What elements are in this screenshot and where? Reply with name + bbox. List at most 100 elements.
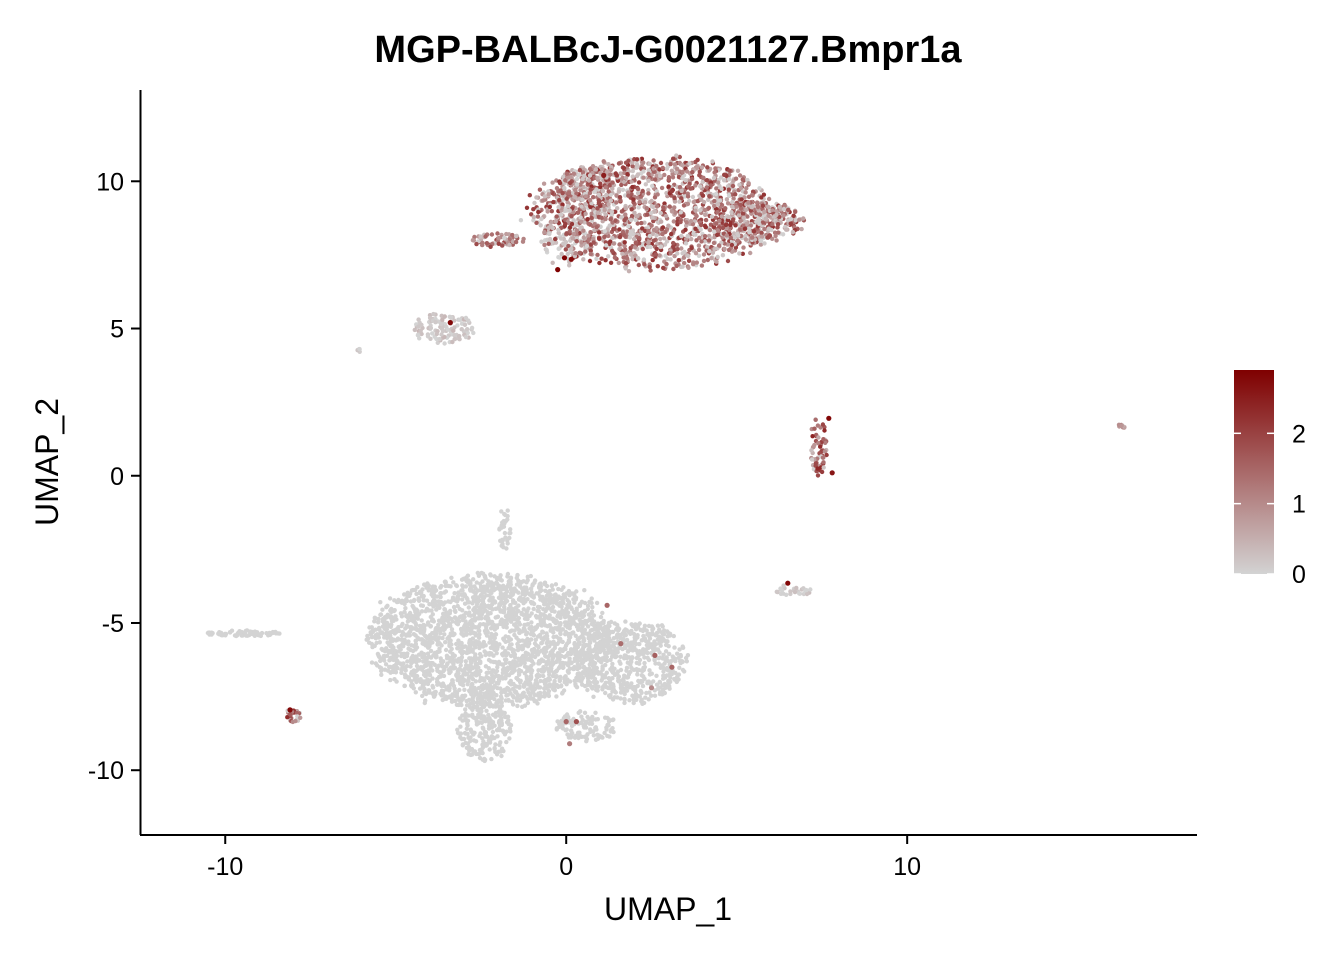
cell-point [436, 622, 441, 627]
cell-point [402, 672, 408, 677]
cell-point [585, 687, 590, 693]
cell-point [514, 582, 520, 587]
cell-point [411, 659, 416, 664]
cell-point [726, 247, 732, 253]
cell-point [463, 707, 468, 712]
cell-point [733, 176, 739, 181]
cell-point [631, 685, 637, 690]
cell-point [694, 213, 699, 219]
cell-point [484, 708, 489, 713]
cell-point [378, 630, 383, 636]
cell-point [401, 631, 407, 637]
cell-point [420, 587, 425, 592]
cell-point [515, 703, 520, 709]
cell-point [479, 750, 484, 755]
cell-point [414, 663, 420, 669]
cell-point [661, 636, 666, 642]
cell-point [465, 327, 470, 332]
cell-point [497, 742, 502, 748]
cell-point [483, 234, 488, 239]
cell-point [485, 687, 491, 692]
cell-point [518, 629, 524, 634]
cell-point [622, 218, 627, 223]
cell-point [620, 187, 626, 192]
cell-point [428, 655, 434, 660]
cell-point [668, 257, 673, 262]
cell-point [644, 647, 649, 652]
cell-point [492, 745, 497, 751]
cell-point [606, 631, 611, 636]
cell-point [242, 630, 248, 636]
cell-point [588, 658, 593, 663]
cell-point [610, 650, 615, 655]
cell-point [643, 182, 648, 187]
cell-point [402, 651, 407, 657]
cell-point [624, 665, 630, 670]
cell-point [475, 704, 480, 709]
cell-point [477, 632, 482, 637]
cell-point [577, 649, 583, 655]
cell-point [528, 586, 534, 591]
cell-point [551, 634, 556, 640]
cell-point [630, 655, 635, 661]
cell-point [408, 664, 413, 669]
cell-point [592, 638, 597, 643]
cell-point [578, 619, 583, 624]
cell-point [500, 243, 505, 248]
cell-point [537, 696, 542, 701]
cell-point [582, 734, 587, 739]
cell-point [507, 722, 512, 727]
cell-point [574, 239, 579, 244]
cell-point [480, 725, 485, 730]
cell-point [595, 736, 601, 741]
cell-point [505, 617, 510, 623]
cell-point [443, 616, 448, 621]
cell-point [587, 644, 592, 649]
cell-point [586, 653, 591, 658]
cell-point [448, 649, 453, 654]
cell-point [700, 193, 706, 198]
cell-point [456, 590, 461, 595]
cell-point [571, 171, 577, 176]
cell-point [383, 623, 389, 629]
cell-point [593, 725, 598, 730]
cell-point [504, 231, 509, 237]
cell-point [435, 649, 441, 655]
cell-point [804, 591, 810, 597]
cell-point [457, 333, 462, 339]
cell-point [502, 530, 508, 536]
cell-point [494, 625, 500, 630]
cell-point [706, 205, 712, 211]
cell-point [701, 175, 706, 180]
cell-point [587, 166, 593, 172]
cell-point [556, 227, 561, 233]
cell-point [389, 669, 395, 674]
cell-point [422, 663, 427, 669]
cell-point [627, 698, 632, 703]
cell-point [680, 264, 685, 269]
cell-point [520, 643, 525, 649]
cell-point [472, 671, 478, 676]
cell-point [516, 644, 521, 649]
cell-point [372, 615, 377, 620]
cell-point [496, 236, 501, 241]
cell-point [528, 674, 534, 679]
cell-point [634, 641, 639, 647]
cell-point [580, 675, 585, 680]
cell-point [490, 643, 495, 648]
cell-point [581, 636, 586, 641]
cell-point [387, 596, 393, 601]
cell-point [438, 599, 444, 605]
cell-point [529, 620, 534, 625]
cell-point [484, 743, 489, 748]
cell-point [437, 646, 442, 651]
cell-point [446, 599, 451, 604]
cell-point [415, 608, 420, 614]
cell-point [689, 236, 694, 242]
cell-point [496, 704, 502, 709]
cell-point [543, 623, 548, 628]
cell-point [508, 678, 513, 684]
cell-point [715, 254, 720, 260]
cell-point [437, 605, 442, 610]
cell-point [600, 641, 605, 646]
